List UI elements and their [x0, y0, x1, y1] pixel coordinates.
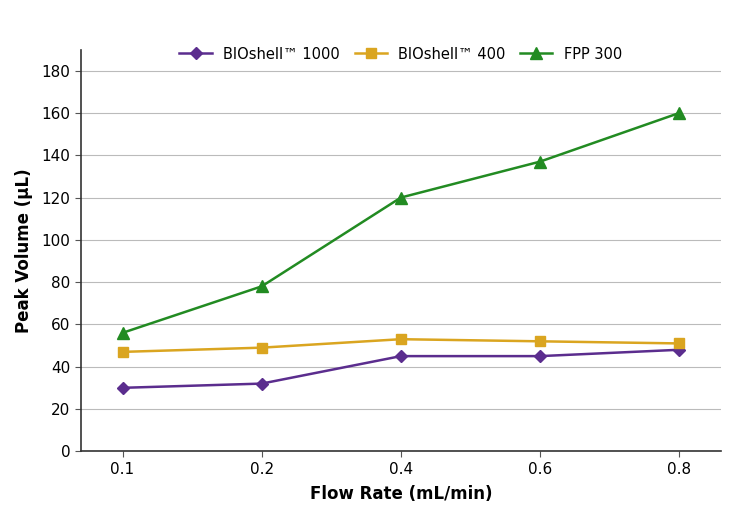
- BIOshell™ 1000: [258, 381, 266, 387]
- FPP 300: [397, 194, 406, 200]
- Line: FPP 300: FPP 300: [117, 107, 684, 338]
- BIOshell™ 400: [258, 344, 266, 351]
- BIOshell™ 1000: [536, 353, 545, 359]
- BIOshell™ 400: [675, 340, 684, 347]
- Line: BIOshell™ 1000: BIOshell™ 1000: [118, 346, 684, 392]
- BIOshell™ 400: [397, 336, 406, 342]
- X-axis label: Flow Rate (mL/min): Flow Rate (mL/min): [310, 485, 492, 503]
- FPP 300: [536, 159, 545, 165]
- BIOshell™ 400: [118, 349, 127, 355]
- Line: BIOshell™ 400: BIOshell™ 400: [118, 334, 684, 357]
- BIOshell™ 1000: [397, 353, 406, 359]
- FPP 300: [258, 283, 266, 290]
- BIOshell™ 1000: [675, 347, 684, 353]
- FPP 300: [118, 330, 127, 336]
- Legend: BIOshell™ 1000, BIOshell™ 400, FPP 300: BIOshell™ 1000, BIOshell™ 400, FPP 300: [174, 41, 628, 67]
- Y-axis label: Peak Volume (μL): Peak Volume (μL): [15, 168, 33, 333]
- BIOshell™ 1000: [118, 385, 127, 391]
- FPP 300: [675, 110, 684, 116]
- BIOshell™ 400: [536, 338, 545, 344]
